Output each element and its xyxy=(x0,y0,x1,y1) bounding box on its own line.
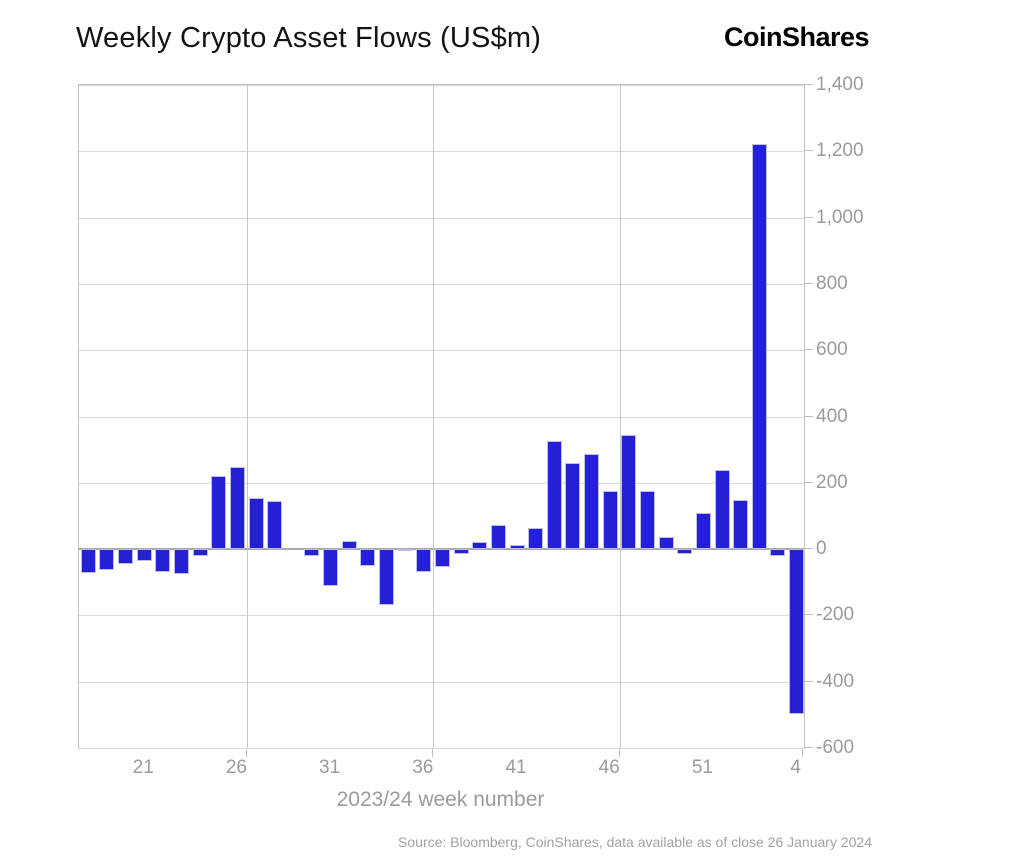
y-tick-mark xyxy=(804,282,813,284)
gridline-x xyxy=(433,85,435,748)
bar-week-24 xyxy=(192,549,208,556)
y-tick-label: 800 xyxy=(816,272,848,294)
x-tick-label: 36 xyxy=(412,757,434,778)
coinshares-logo: CoinShares xyxy=(723,22,870,52)
x-tick-mark xyxy=(618,749,620,757)
gridline-y xyxy=(79,283,804,285)
y-tick-label: -400 xyxy=(816,670,855,692)
y-tick-label: 200 xyxy=(816,471,848,493)
bar-week-34 xyxy=(379,549,395,606)
x-tick-mark xyxy=(432,749,434,757)
y-tick-label: 0 xyxy=(816,538,827,560)
y-tick-label: 400 xyxy=(816,405,848,427)
gridline-y xyxy=(79,350,804,352)
x-tick-label: 51 xyxy=(691,757,713,778)
bar-week-26 xyxy=(229,467,245,550)
bar-week-28 xyxy=(267,501,283,550)
bar-week-22 xyxy=(155,549,171,572)
y-tick-mark xyxy=(804,680,813,682)
gridline-y xyxy=(79,151,804,153)
gridline-y xyxy=(79,681,804,683)
bar-week-18 xyxy=(80,549,96,574)
y-tick-label: -200 xyxy=(816,604,855,626)
bar-week-36 xyxy=(416,549,432,572)
x-axis-title: 2023/24 week number xyxy=(336,788,545,811)
y-tick-mark xyxy=(804,481,813,483)
x-tick-label: 26 xyxy=(225,757,247,778)
bar-week-50 xyxy=(677,549,693,554)
y-tick-mark xyxy=(804,747,813,748)
x-tick-label: 41 xyxy=(505,757,527,778)
x-tick-mark xyxy=(245,749,247,757)
x-tick-label: 46 xyxy=(598,757,620,778)
bar-week-4 xyxy=(789,549,805,714)
y-tick-label: 1,200 xyxy=(816,140,864,162)
gridline-y xyxy=(79,748,804,749)
bar-week-1 xyxy=(733,499,749,550)
bar-week-2 xyxy=(751,144,767,550)
bar-week-41 xyxy=(509,545,525,550)
bar-week-33 xyxy=(360,549,376,566)
gridline-x xyxy=(619,85,621,748)
source-note: Source: Bloomberg, CoinShares, data avai… xyxy=(398,834,872,850)
y-tick-label: -600 xyxy=(816,737,855,758)
gridline-y xyxy=(79,416,804,418)
bar-week-44 xyxy=(565,463,581,550)
bar-week-38 xyxy=(453,549,469,555)
bar-week-30 xyxy=(304,549,320,557)
bar-week-39 xyxy=(472,541,488,550)
bar-week-52 xyxy=(714,470,730,550)
bar-week-31 xyxy=(323,549,339,586)
y-tick-label: 1,000 xyxy=(816,206,864,228)
bar-week-37 xyxy=(434,549,450,568)
bar-week-20 xyxy=(118,549,134,565)
bar-week-21 xyxy=(136,549,152,562)
bar-week-23 xyxy=(174,549,189,575)
x-tick-label: 31 xyxy=(319,757,341,778)
bar-week-19 xyxy=(99,549,115,571)
bar-week-46 xyxy=(602,490,618,550)
bar-week-25 xyxy=(211,476,227,550)
plot-area xyxy=(78,84,805,749)
bar-week-49 xyxy=(658,537,674,550)
chart-title: Weekly Crypto Asset Flows (US$m) xyxy=(76,22,542,54)
bar-week-48 xyxy=(640,490,655,550)
y-tick-mark xyxy=(804,150,813,152)
y-tick-mark xyxy=(804,614,813,616)
gridline-y xyxy=(79,615,804,617)
bar-week-35 xyxy=(397,549,413,552)
bar-week-45 xyxy=(584,453,600,550)
y-tick-mark xyxy=(804,216,813,218)
bar-week-32 xyxy=(341,541,357,550)
x-tick-label: 4 xyxy=(790,757,801,778)
y-tick-label: 600 xyxy=(816,339,848,361)
gridline-x xyxy=(246,85,248,748)
x-tick-mark xyxy=(802,749,803,757)
bar-week-43 xyxy=(546,441,562,550)
bar-week-27 xyxy=(248,497,264,550)
y-tick-mark xyxy=(804,84,813,85)
gridline-y xyxy=(79,217,804,219)
y-tick-mark xyxy=(804,415,813,417)
bar-week-47 xyxy=(621,435,637,550)
y-tick-mark xyxy=(804,548,813,550)
bar-week-51 xyxy=(695,513,711,550)
bar-week-3 xyxy=(770,549,786,557)
gridline-y xyxy=(79,482,804,484)
gridline-y xyxy=(79,85,804,86)
y-tick-label: 1,400 xyxy=(816,74,864,95)
bar-week-42 xyxy=(528,527,544,550)
bar-week-40 xyxy=(490,524,506,550)
x-tick-label: 21 xyxy=(132,757,154,778)
y-tick-mark xyxy=(804,349,813,351)
